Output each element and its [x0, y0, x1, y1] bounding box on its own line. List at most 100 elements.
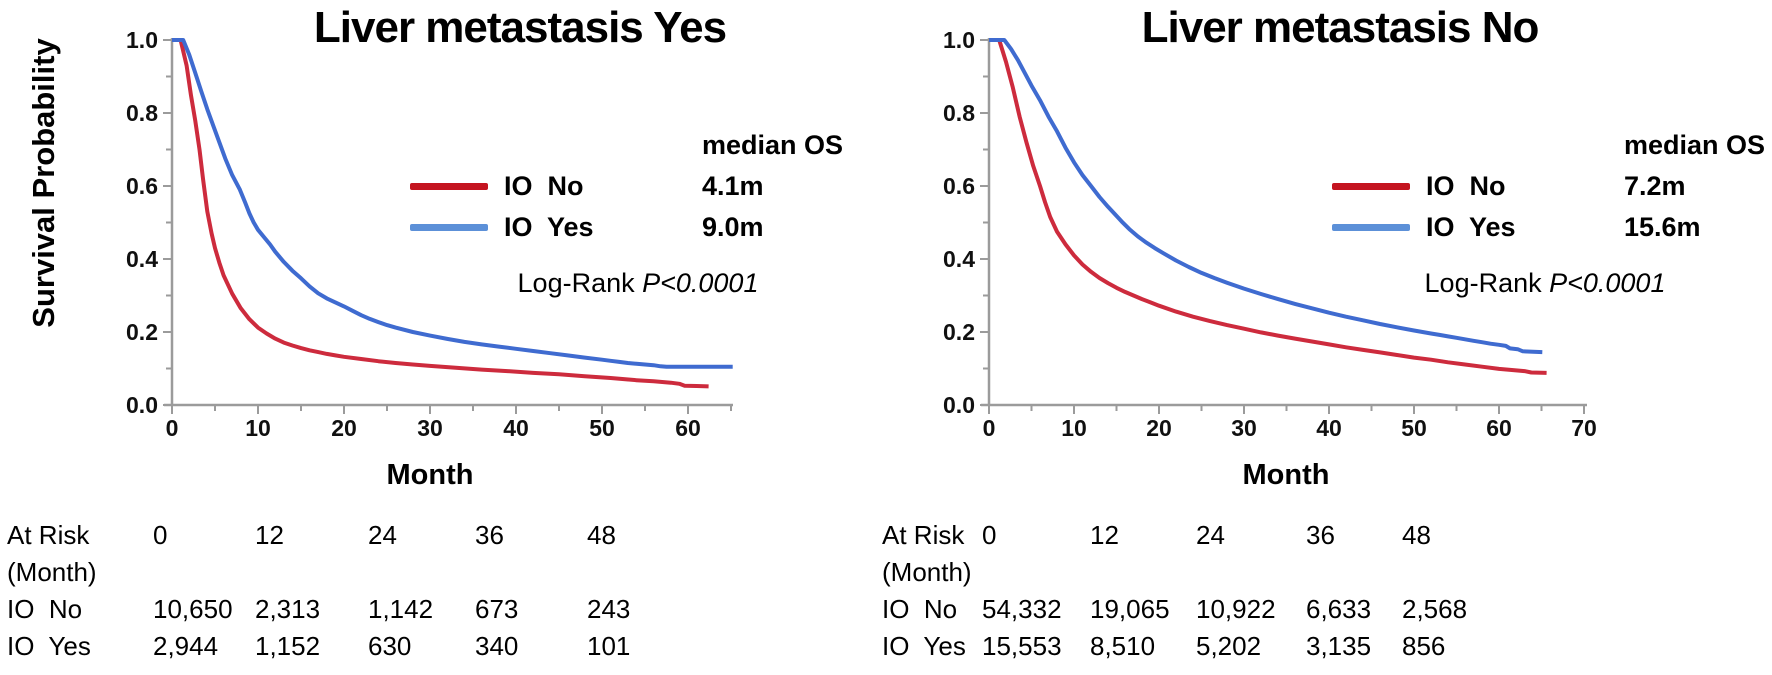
legend-swatch-io-yes [410, 224, 488, 231]
survival-curve-io-yes [989, 38, 1543, 355]
x-tick-label: 30 [417, 415, 443, 441]
y-tick-label: 0.8 [126, 100, 158, 126]
y-axis-label: Survival Probability [26, 38, 61, 328]
survival-curve-io-yes [172, 38, 733, 369]
at-risk-series-label: IO No [882, 594, 958, 624]
legend-swatch-io-no [1332, 183, 1410, 190]
y-tick-label: 0.0 [126, 392, 158, 418]
legend-label-io-yes: IO Yes [504, 212, 594, 242]
x-tick-label: 10 [1061, 415, 1087, 441]
at-risk-label: At Risk [7, 520, 90, 550]
at-risk-month-header: 48 [587, 520, 616, 550]
median-os-header: median OS [702, 130, 844, 160]
y-tick-label: 0.8 [943, 100, 975, 126]
legend-swatch-io-no [410, 183, 488, 190]
legend-median-io-no: 7.2m [1624, 171, 1686, 201]
y-tick-label: 0.6 [126, 173, 158, 199]
log-rank-pvalue: P<0.0001 [642, 268, 759, 298]
at-risk-count: 673 [475, 594, 519, 624]
at-risk-month-header: 12 [1090, 520, 1119, 550]
x-tick-label: 10 [245, 415, 271, 441]
at-risk-table-left: At Risk 0 12 24 36 48 (Month) IO No 10,650 2,313 1… [7, 517, 697, 665]
at-risk-count: 1,142 [368, 594, 434, 624]
at-risk-count: 630 [368, 631, 412, 661]
at-risk-count: 8,510 [1090, 631, 1156, 661]
legend-label-io-no: IO No [1426, 171, 1506, 201]
y-tick-label: 0.0 [943, 392, 975, 418]
y-tick-label: 0.2 [126, 319, 158, 345]
x-tick-label: 60 [1486, 415, 1512, 441]
survival-curve-io-no [989, 38, 1547, 375]
at-risk-label-unit: (Month) [7, 557, 97, 587]
at-risk-count: 3,135 [1306, 631, 1372, 661]
at-risk-month-header: 0 [153, 520, 168, 550]
at-risk-count: 2,313 [255, 594, 321, 624]
at-risk-count: 10,650 [153, 594, 233, 624]
x-tick-label: 20 [1146, 415, 1172, 441]
y-tick-label: 0.2 [943, 319, 975, 345]
x-axis-label-left: Month [386, 459, 474, 491]
legend-swatch-io-yes [1332, 224, 1410, 231]
x-tick-label: 40 [503, 415, 529, 441]
log-rank-prefix: Log-Rank [517, 268, 643, 298]
at-risk-series-label: IO Yes [882, 631, 966, 661]
at-risk-count: 6,633 [1306, 594, 1372, 624]
at-risk-count: 2,944 [153, 631, 219, 661]
at-risk-count: 340 [475, 631, 519, 661]
at-risk-table-right: At Risk 0 12 24 36 48 (Month) IO No 54,332 19,065… [882, 517, 1492, 665]
x-tick-label: 30 [1231, 415, 1257, 441]
at-risk-count: 1,152 [255, 631, 321, 661]
x-tick-label: 50 [1401, 415, 1427, 441]
at-risk-month-header: 24 [368, 520, 397, 550]
at-risk-count: 2,568 [1402, 594, 1468, 624]
at-risk-count: 15,553 [982, 631, 1062, 661]
at-risk-count: 54,332 [982, 594, 1062, 624]
chart-title-liver-met-no: Liver metastasis No [1141, 3, 1540, 52]
at-risk-count: 10,922 [1196, 594, 1276, 624]
at-risk-month-header: 48 [1402, 520, 1431, 550]
y-tick-label: 0.4 [943, 246, 975, 272]
legend-right: median OS IO No 7.2m IO Yes 15.6m [1332, 130, 1765, 243]
x-axis-label-right: Month [1242, 459, 1330, 491]
at-risk-month-header: 0 [982, 520, 997, 550]
x-tick-label: 0 [983, 415, 996, 441]
legend-median-io-yes: 15.6m [1624, 212, 1701, 242]
at-risk-count: 101 [587, 631, 631, 661]
chart-title-liver-met-yes: Liver metastasis Yes [313, 3, 727, 52]
at-risk-month-header: 12 [255, 520, 284, 550]
x-tick-label: 0 [166, 415, 179, 441]
log-rank-annotation-left: Log-Rank P<0.0001 [448, 268, 828, 299]
median-os-header: median OS [1624, 130, 1766, 160]
log-rank-prefix: Log-Rank [1424, 268, 1550, 298]
x-tick-label: 40 [1316, 415, 1342, 441]
x-tick-label: 60 [675, 415, 701, 441]
y-tick-label: 1.0 [943, 27, 975, 53]
at-risk-count: 19,065 [1090, 594, 1170, 624]
at-risk-label-unit: (Month) [882, 557, 972, 587]
at-risk-count: 5,202 [1196, 631, 1262, 661]
at-risk-month-header: 36 [475, 520, 504, 550]
at-risk-month-header: 36 [1306, 520, 1335, 550]
x-tick-label: 70 [1571, 415, 1597, 441]
y-tick-label: 1.0 [126, 27, 158, 53]
at-risk-month-header: 24 [1196, 520, 1225, 550]
at-risk-series-label: IO No [7, 594, 83, 624]
log-rank-pvalue: P<0.0001 [1549, 268, 1666, 298]
at-risk-label: At Risk [882, 520, 965, 550]
at-risk-count: 856 [1402, 631, 1446, 661]
legend-median-io-yes: 9.0m [702, 212, 764, 242]
log-rank-annotation-right: Log-Rank P<0.0001 [1355, 268, 1735, 299]
at-risk-count: 243 [587, 594, 631, 624]
x-tick-label: 50 [589, 415, 615, 441]
at-risk-series-label: IO Yes [7, 631, 91, 661]
legend-label-io-yes: IO Yes [1426, 212, 1516, 242]
legend-label-io-no: IO No [504, 171, 584, 201]
y-tick-label: 0.6 [943, 173, 975, 199]
x-tick-label: 20 [331, 415, 357, 441]
legend-median-io-no: 4.1m [702, 171, 764, 201]
legend-left: median OS IO No 4.1m IO Yes 9.0m [410, 130, 843, 243]
survival-curve-io-no [172, 38, 709, 389]
y-tick-label: 0.4 [126, 246, 158, 272]
